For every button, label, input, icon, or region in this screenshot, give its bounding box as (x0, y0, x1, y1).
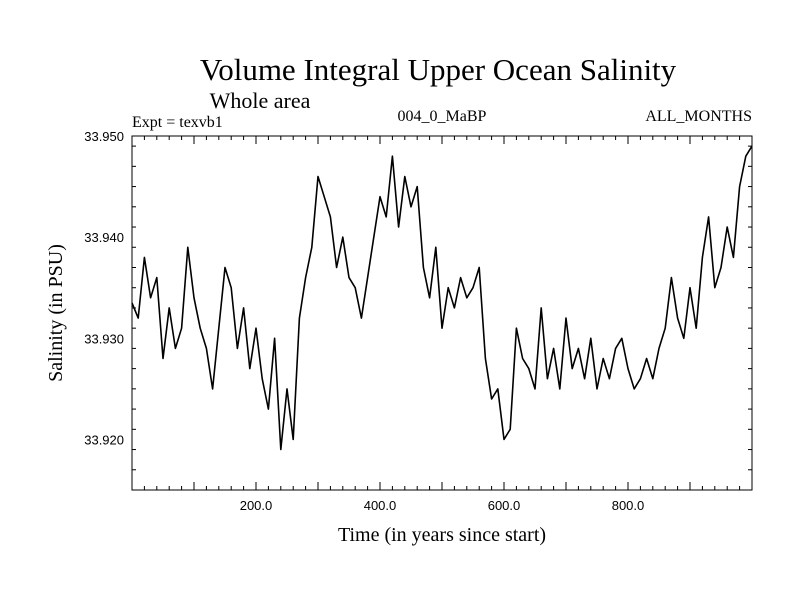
y-tick-label: 33.930 (84, 331, 124, 346)
y-tick-label: 33.940 (84, 230, 124, 245)
y-tick-label: 33.920 (84, 432, 124, 447)
x-tick-label: 600.0 (488, 498, 521, 513)
run-label: 004_0_MaBP (398, 108, 487, 125)
axis-ticks (132, 136, 752, 490)
x-tick-label: 800.0 (612, 498, 645, 513)
y-tick-label: 33.950 (84, 129, 124, 144)
axis-tick-labels: 200.0 400.0 600.0 800.0 33.920 33.930 33.940 33… (84, 129, 644, 513)
experiment-label: Expt = texvb1 (132, 114, 223, 131)
x-axis-label: Time (in years since start) (338, 524, 546, 546)
salinity-series-line (131, 145, 753, 451)
plot-frame (131, 135, 753, 491)
x-tick-label: 200.0 (240, 498, 273, 513)
y-axis-label: Salinity (in PSU) (45, 244, 67, 382)
x-tick-label: 400.0 (364, 498, 397, 513)
chart-subtitle: Whole area (210, 88, 311, 113)
months-label: ALL_MONTHS (645, 108, 752, 125)
chart-title: Volume Integral Upper Ocean Salinity (200, 52, 677, 87)
